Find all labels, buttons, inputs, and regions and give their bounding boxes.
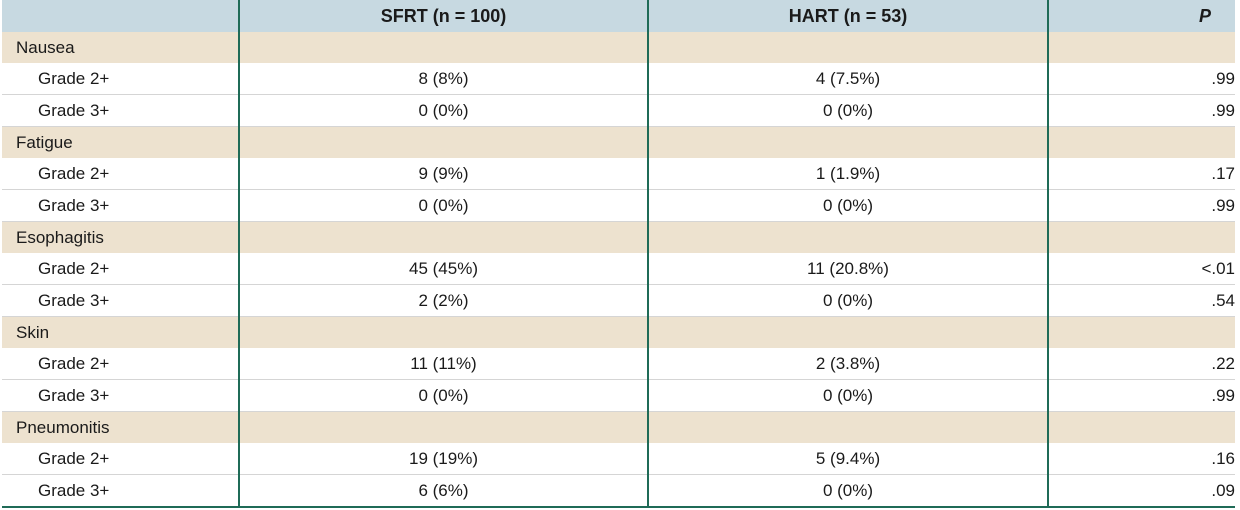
hart-value: 0 (0%): [647, 474, 1048, 508]
category-row: Pneumonitis: [2, 411, 1235, 443]
table-row: Grade 3+ 6 (6%) 0 (0%) .09: [2, 474, 1235, 508]
p-value: .09: [1047, 474, 1235, 508]
p-value: <.01: [1047, 253, 1235, 285]
sfrt-value: 6 (6%): [238, 474, 648, 508]
hart-value: 2 (3.8%): [647, 348, 1048, 380]
sfrt-value: 45 (45%): [238, 253, 648, 285]
sfrt-value: 19 (19%): [238, 443, 648, 475]
p-value: .22: [1047, 348, 1235, 380]
category-p-empty: [1047, 221, 1235, 253]
hart-value: 11 (20.8%): [647, 253, 1048, 285]
sfrt-value: 2 (2%): [238, 284, 648, 317]
category-hart-empty: [647, 32, 1048, 63]
grade-label: Grade 3+: [2, 474, 239, 508]
category-name: Skin: [16, 323, 50, 342]
sfrt-value: 11 (11%): [238, 348, 648, 380]
header-category: [2, 0, 239, 32]
grade-label: Grade 2+: [2, 253, 239, 285]
category-hart-empty: [647, 411, 1048, 443]
grade-label: Grade 2+: [2, 158, 239, 190]
p-value: .99: [1047, 94, 1235, 127]
hart-value: 0 (0%): [647, 189, 1048, 222]
category-p-empty: [1047, 411, 1235, 443]
category-sfrt-empty: [238, 126, 648, 158]
table-row: Grade 3+ 0 (0%) 0 (0%) .99: [2, 94, 1235, 127]
hart-value: 4 (7.5%): [647, 63, 1048, 95]
category-p-empty: [1047, 316, 1235, 348]
category-hart-empty: [647, 126, 1048, 158]
p-value: .99: [1047, 63, 1235, 95]
category-p-empty: [1047, 32, 1235, 63]
grade-label: Grade 2+: [2, 443, 239, 475]
hart-value: 0 (0%): [647, 379, 1048, 412]
table-header: SFRT (n = 100) HART (n = 53) P: [2, 0, 1235, 32]
grade-label: Grade 2+: [2, 348, 239, 380]
category-name: Pneumonitis: [16, 418, 110, 437]
category-row: Esophagitis: [2, 221, 1235, 253]
sfrt-value: 0 (0%): [238, 94, 648, 127]
table-row: Grade 2+ 19 (19%) 5 (9.4%) .16: [2, 443, 1235, 475]
hart-value: 1 (1.9%): [647, 158, 1048, 190]
p-value: .17: [1047, 158, 1235, 190]
category-sfrt-empty: [238, 316, 648, 348]
p-value: .16: [1047, 443, 1235, 475]
table-body: Nausea Grade 2+ 8 (8%) 4 (7.5%) .99 Grade 3+ 0…: [2, 32, 1235, 508]
header-row: SFRT (n = 100) HART (n = 53) P: [2, 0, 1235, 32]
table-row: Grade 2+ 9 (9%) 1 (1.9%) .17: [2, 158, 1235, 190]
category-sfrt-empty: [238, 32, 648, 63]
hart-value: 0 (0%): [647, 94, 1048, 127]
table-row: Grade 2+ 8 (8%) 4 (7.5%) .99: [2, 63, 1235, 95]
category-hart-empty: [647, 316, 1048, 348]
table-row: Grade 3+ 0 (0%) 0 (0%) .99: [2, 379, 1235, 412]
category-p-empty: [1047, 126, 1235, 158]
category-name: Fatigue: [16, 133, 73, 152]
table-row: Grade 2+ 45 (45%) 11 (20.8%) <.01: [2, 253, 1235, 285]
header-hart: HART (n = 53): [647, 0, 1048, 32]
header-sfrt: SFRT (n = 100): [238, 0, 648, 32]
p-value: .99: [1047, 379, 1235, 412]
sfrt-value: 0 (0%): [238, 379, 648, 412]
sfrt-value: 8 (8%): [238, 63, 648, 95]
grade-label: Grade 3+: [2, 94, 239, 127]
category-sfrt-empty: [238, 411, 648, 443]
category-row: Nausea: [2, 32, 1235, 63]
category-hart-empty: [647, 221, 1048, 253]
hart-value: 0 (0%): [647, 284, 1048, 317]
table-row: Grade 2+ 11 (11%) 2 (3.8%) .22: [2, 348, 1235, 380]
sfrt-value: 9 (9%): [238, 158, 648, 190]
grade-label: Grade 3+: [2, 379, 239, 412]
sfrt-value: 0 (0%): [238, 189, 648, 222]
category-row: Skin: [2, 316, 1235, 348]
grade-label: Grade 3+: [2, 189, 239, 222]
grade-label: Grade 2+: [2, 63, 239, 95]
table-row: Grade 3+ 0 (0%) 0 (0%) .99: [2, 189, 1235, 222]
table-row: Grade 3+ 2 (2%) 0 (0%) .54: [2, 284, 1235, 317]
header-p-value: P: [1047, 0, 1235, 32]
p-value: .54: [1047, 284, 1235, 317]
p-value: .99: [1047, 189, 1235, 222]
category-row: Fatigue: [2, 126, 1235, 158]
hart-value: 5 (9.4%): [647, 443, 1048, 475]
category-sfrt-empty: [238, 221, 648, 253]
grade-label: Grade 3+: [2, 284, 239, 317]
category-name: Nausea: [16, 38, 75, 57]
category-name: Esophagitis: [16, 228, 104, 247]
